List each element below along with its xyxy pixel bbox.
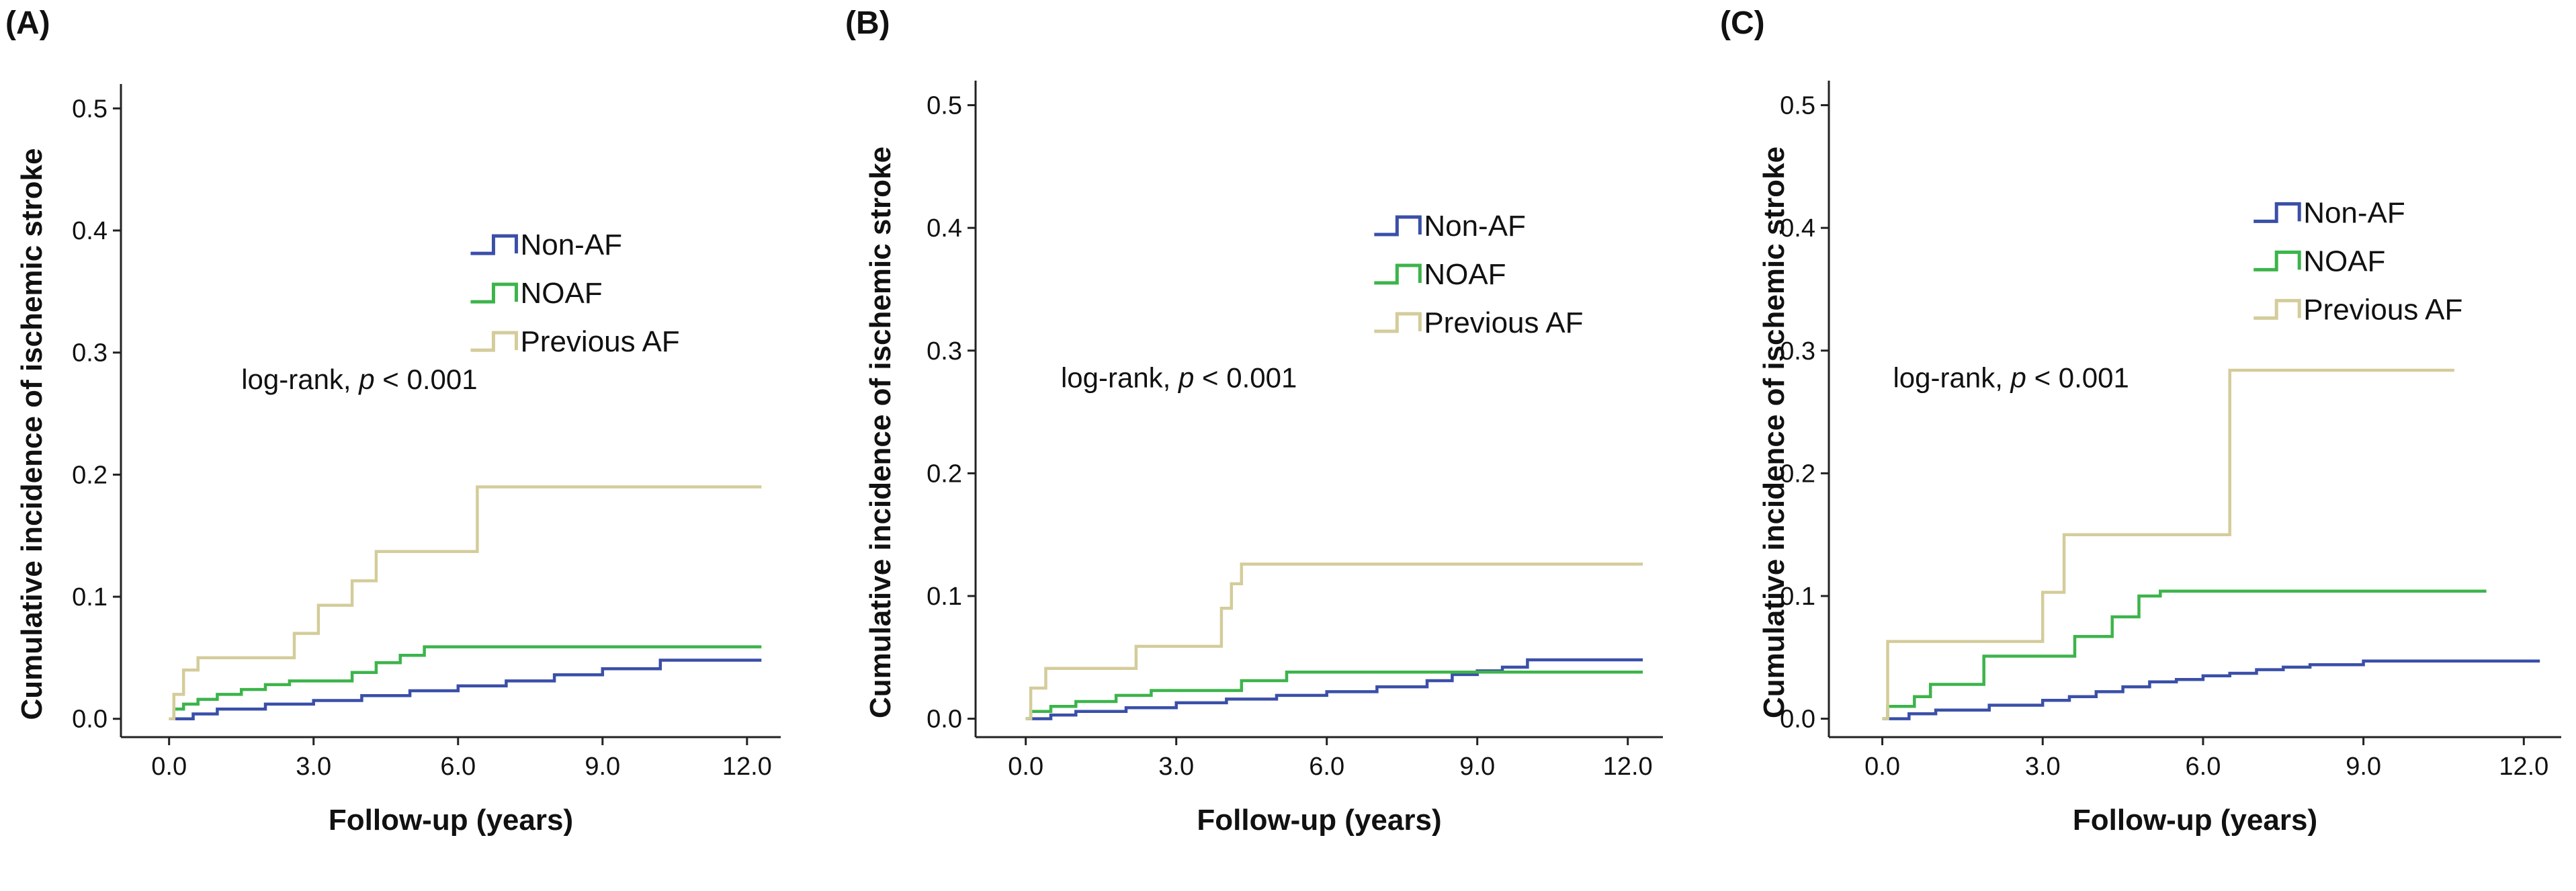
x-axis-title: Follow-up (years) <box>2073 804 2317 837</box>
legend-swatch <box>1374 215 1422 237</box>
y-tick-label: 0.4 <box>1780 214 1815 243</box>
y-axis-title: Cumulative incidence of ischemic stroke <box>864 146 897 718</box>
legend-swatch <box>470 282 518 304</box>
legend-swatch <box>1374 263 1422 285</box>
y-tick-label: 0.1 <box>1780 583 1815 611</box>
legend: Non-AF NOAF Previous AF <box>470 228 680 358</box>
x-tick-label: 6.0 <box>440 753 476 781</box>
log-rank-annotation: log-rank, p < 0.001 <box>1061 362 1297 394</box>
legend-label: Non-AF <box>1424 210 1526 243</box>
y-axis-title: Cumulative incidence of ischemic stroke <box>15 148 48 720</box>
y-tick-label: 0.1 <box>72 583 108 611</box>
x-tick-label: 3.0 <box>1158 753 1194 781</box>
legend: Non-AF NOAF Previous AF <box>2253 196 2462 326</box>
legend-label: NOAF <box>2303 245 2385 278</box>
x-tick-label: 9.0 <box>585 753 620 781</box>
y-tick-label: 0.3 <box>927 337 962 366</box>
x-tick-label: 6.0 <box>1309 753 1344 781</box>
panel-a: (A) 0.0 0.1 0.2 0.3 0.4 0.5 0.0 3.0 6.0 9.0 12.0 Fol… <box>5 5 781 837</box>
x-tick-label: 3.0 <box>2025 753 2061 781</box>
legend: Non-AF NOAF Previous AF <box>1374 210 1584 339</box>
legend-label: Non-AF <box>520 228 622 261</box>
y-tick-label: 0.3 <box>1780 337 1815 366</box>
panel-b: (B) 0.0 0.1 0.2 0.3 0.4 0.5 0.0 3.0 6.0 9.0 12.0 Fol… <box>845 5 1663 837</box>
log-rank-annotation: log-rank, p < 0.001 <box>1893 362 2129 394</box>
y-tick-label: 0.3 <box>72 339 108 368</box>
x-tick-label: 12.0 <box>722 753 772 781</box>
panel-label: (C) <box>1720 5 1765 41</box>
legend-swatch <box>1374 312 1422 333</box>
series-line-noaf <box>169 645 762 720</box>
x-tick-label: 9.0 <box>1459 753 1495 781</box>
y-tick-label: 0.0 <box>1780 706 1815 734</box>
legend-swatch <box>2253 202 2301 223</box>
legend-label: Non-AF <box>2303 196 2405 229</box>
series-line-noaf <box>1025 670 1643 720</box>
legend-label: Previous AF <box>2303 293 2462 326</box>
legend-label: Previous AF <box>1424 306 1583 339</box>
series-line-previous-af <box>169 485 762 720</box>
legend-swatch <box>2253 298 2301 320</box>
y-tick-label: 0.5 <box>72 95 108 123</box>
series-line-non-af <box>1882 659 2540 720</box>
y-tick-label: 0.4 <box>927 214 962 243</box>
y-tick-label: 0.5 <box>927 92 962 120</box>
y-tick-label: 0.2 <box>1780 460 1815 488</box>
x-tick-label: 9.0 <box>2346 753 2381 781</box>
log-rank-annotation: log-rank, p < 0.001 <box>241 364 477 395</box>
y-tick-label: 0.2 <box>72 461 108 489</box>
x-tick-label: 0.0 <box>1864 753 1900 781</box>
y-tick-label: 0.1 <box>927 583 962 611</box>
panel-c: (C) 0.0 0.1 0.2 0.3 0.4 0.5 0.0 3.0 6.0 9.0 12.0 Fol… <box>1720 5 2561 837</box>
legend-swatch <box>470 331 518 352</box>
y-tick-label: 0.4 <box>72 217 108 245</box>
y-tick-label: 0.2 <box>927 460 962 488</box>
y-tick-label: 0.5 <box>1780 92 1815 120</box>
x-tick-label: 3.0 <box>296 753 331 781</box>
y-axis-title: Cumulative incidence of ischemic stroke <box>1758 146 1791 718</box>
legend-swatch <box>470 234 518 255</box>
series-line-previous-af <box>1025 562 1643 720</box>
x-axis-title: Follow-up (years) <box>329 804 573 837</box>
legend-label: NOAF <box>520 277 602 310</box>
panel-label: (B) <box>845 5 890 41</box>
legend-swatch <box>2253 250 2301 271</box>
series-line-non-af <box>169 659 762 720</box>
x-tick-label: 12.0 <box>1603 753 1653 781</box>
x-tick-label: 0.0 <box>1008 753 1043 781</box>
y-tick-label: 0.0 <box>927 706 962 734</box>
y-tick-label: 0.0 <box>72 706 108 734</box>
x-tick-label: 0.0 <box>151 753 187 781</box>
x-tick-label: 6.0 <box>2186 753 2221 781</box>
series-line-noaf <box>1882 589 2487 720</box>
legend-label: Previous AF <box>520 325 679 358</box>
legend-label: NOAF <box>1424 258 1506 291</box>
x-tick-label: 12.0 <box>2499 753 2548 781</box>
panel-label: (A) <box>5 5 50 41</box>
x-axis-title: Follow-up (years) <box>1197 804 1441 837</box>
series-line-previous-af <box>1882 368 2454 720</box>
